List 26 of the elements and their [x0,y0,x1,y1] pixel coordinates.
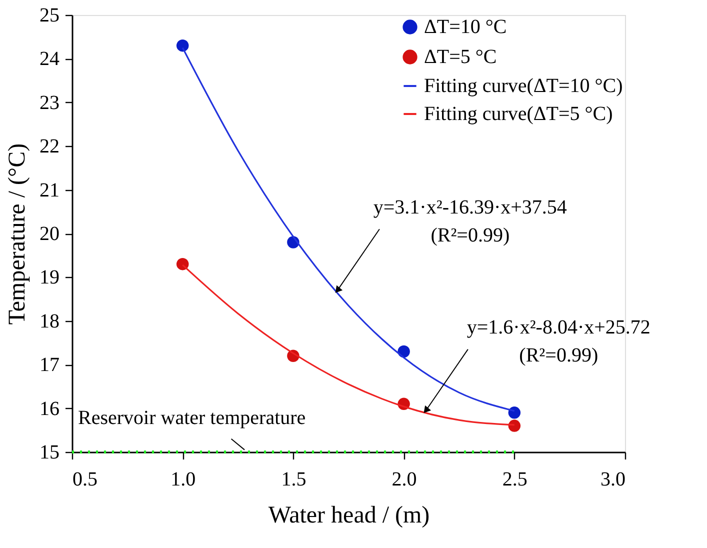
x-tick-label: 1.0 [170,468,196,490]
y-tick-label: 17 [40,354,60,376]
y-tick-label: 19 [40,266,60,289]
annotation: y=1.6·x²-8.04·x+25.72 (R²=0.99) [466,316,650,366]
x-axis-title: Water head / (m) [268,502,430,528]
x-tick-label: 3.0 [600,468,626,490]
x-tick-label: 2.5 [502,468,528,490]
x-tick-label: 0.5 [72,468,98,490]
legend-label: ΔT=5 °C [424,46,497,68]
x-tick-label: 1.5 [281,468,306,490]
ref-line-label: Reservoir water temperature [78,407,306,429]
legend-label: ΔT=10 °C [424,16,507,38]
y-tick-label: 15 [40,442,60,464]
y-axis-title: Temperature / (°C) [4,143,30,325]
x-tick-label: 2.0 [392,468,417,490]
y-tick-label: 24 [40,48,60,70]
y-tick-label: 22 [40,136,60,158]
annotation: y=3.1·x²-16.39·x+37.54 (R²=0.99) [373,196,567,246]
legend-label: Fitting curve(ΔT=5 °C) [424,103,613,125]
y-tick-label: 25 [40,4,60,26]
y-tick-label: 21 [40,179,60,202]
y-tick-label: 20 [40,223,60,245]
y-tick-label: 16 [40,398,60,420]
y-tick-label: 18 [40,310,60,332]
legend-label: Fitting curve(ΔT=10 °C) [424,75,623,97]
y-tick-label: 23 [40,92,60,114]
